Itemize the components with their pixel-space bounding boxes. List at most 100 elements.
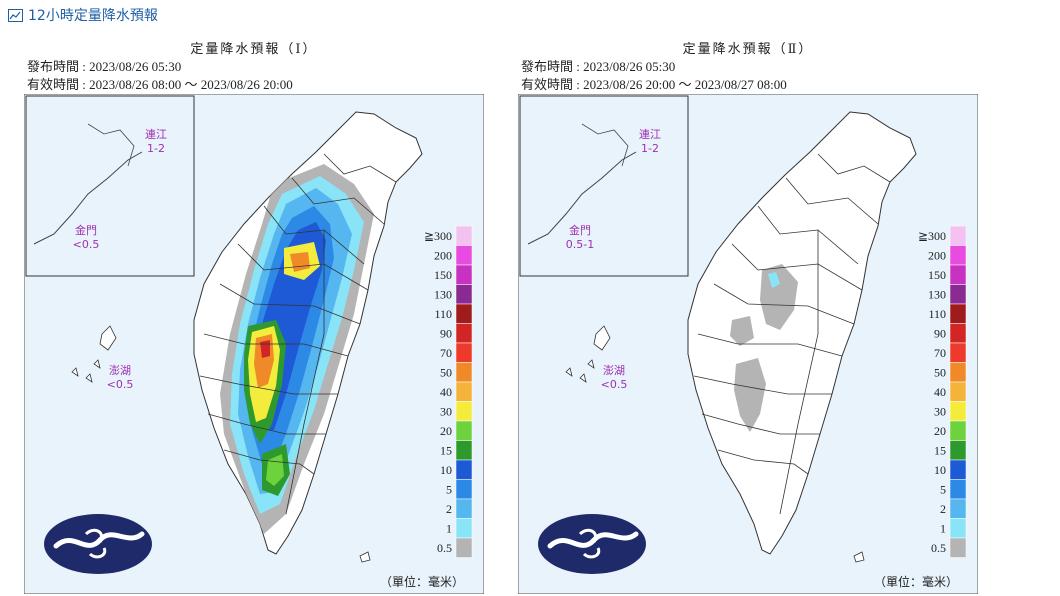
legend-label: 130 bbox=[434, 287, 452, 301]
legend-swatch bbox=[455, 264, 473, 285]
legend-swatch bbox=[455, 284, 473, 305]
legend-label: 50 bbox=[934, 365, 946, 379]
legend-label: 2 bbox=[940, 502, 946, 516]
issue-time: 發布時間 : 2023/08/26 05:30 bbox=[521, 59, 676, 74]
legend-swatch bbox=[949, 284, 967, 305]
kinmen-value: 0.5-1 bbox=[566, 238, 594, 251]
legend-label: 150 bbox=[434, 268, 452, 282]
legend-label: 30 bbox=[934, 404, 946, 418]
legend-swatch bbox=[949, 459, 967, 480]
legend-swatch bbox=[949, 381, 967, 402]
legend-label: 90 bbox=[440, 326, 452, 340]
panel-title: 定量降水預報（Ⅰ） bbox=[190, 42, 318, 57]
map-icon bbox=[8, 8, 23, 22]
forecast-panel-1: 定量降水預報（Ⅰ） 發布時間 : 2023/08/26 05:30 有效時間 :… bbox=[24, 36, 484, 596]
legend-label: 1 bbox=[940, 521, 946, 535]
rainfall-map: 連江 1-2 金門 <0.5 澎湖 <0.5 ≧3002001501301109… bbox=[24, 94, 484, 594]
legend-label: 5 bbox=[446, 482, 452, 496]
legend-label: 20 bbox=[440, 424, 452, 438]
penghu-label: 澎湖 bbox=[109, 364, 131, 377]
legend-label: 70 bbox=[440, 346, 452, 360]
legend-label: 5 bbox=[940, 482, 946, 496]
legend-label: 10 bbox=[934, 463, 946, 477]
legend-label: 130 bbox=[928, 287, 946, 301]
penghu-value: <0.5 bbox=[107, 378, 134, 391]
unit-label: （單位：毫米） bbox=[380, 574, 464, 589]
legend-swatch bbox=[949, 537, 967, 558]
taiwan-land bbox=[687, 111, 917, 555]
legend-swatch bbox=[455, 342, 473, 363]
legend-swatch bbox=[455, 381, 473, 402]
inset-box bbox=[25, 95, 195, 277]
legend-swatch bbox=[949, 323, 967, 344]
legend-swatch bbox=[455, 303, 473, 324]
legend-swatch bbox=[949, 401, 967, 422]
penghu-label: 澎湖 bbox=[603, 364, 625, 377]
legend-label: 200 bbox=[434, 248, 452, 262]
legend-label: 110 bbox=[434, 307, 452, 321]
legend-swatch bbox=[949, 264, 967, 285]
legend-swatch bbox=[455, 245, 473, 266]
legend-swatch bbox=[949, 225, 967, 246]
legend-swatch bbox=[949, 479, 967, 500]
county-borders bbox=[199, 153, 397, 515]
penghu-value: <0.5 bbox=[601, 378, 628, 391]
valid-time: 有效時間 : 2023/08/26 08:00 ～ 2023/08/26 20:… bbox=[27, 77, 293, 92]
legend-swatch bbox=[949, 303, 967, 324]
legend-label: 110 bbox=[928, 307, 946, 321]
legend-label: 1 bbox=[446, 521, 452, 535]
legend: ≧300 200 150 130 110 90 70 50 40 30 20 15 10 5 2 1 0.5 bbox=[918, 225, 967, 558]
matsu-label: 連江 bbox=[639, 127, 661, 141]
matsu-value: 1-2 bbox=[641, 142, 659, 155]
legend-swatch bbox=[455, 225, 473, 246]
legend-swatch bbox=[455, 537, 473, 558]
valid-time: 有效時間 : 2023/08/26 20:00 ～ 2023/08/27 08:… bbox=[521, 77, 787, 92]
legend-swatch bbox=[949, 518, 967, 539]
cwa-logo bbox=[44, 514, 152, 574]
penghu-islands bbox=[71, 325, 117, 383]
rainfall-shading bbox=[730, 264, 798, 432]
penghu-islands bbox=[565, 325, 611, 383]
matsu-label: 連江 bbox=[145, 127, 167, 141]
legend-label: 50 bbox=[440, 365, 452, 379]
legend-swatch bbox=[949, 342, 967, 363]
legend-swatch bbox=[949, 362, 967, 383]
legend-label: ≧300 bbox=[424, 229, 452, 243]
inset-box bbox=[519, 95, 689, 277]
legend-label: 15 bbox=[934, 443, 946, 457]
kinmen-label: 金門 bbox=[75, 223, 97, 237]
legend-label: 90 bbox=[934, 326, 946, 340]
legend-label: 15 bbox=[440, 443, 452, 457]
legend-label: 0.5 bbox=[437, 541, 452, 555]
rainfall-shading bbox=[220, 164, 374, 534]
panel-title: 定量降水預報（Ⅱ） bbox=[682, 42, 814, 57]
legend-swatch bbox=[949, 245, 967, 266]
legend-swatch bbox=[949, 498, 967, 519]
legend-swatch bbox=[455, 323, 473, 344]
matsu-value: 1-2 bbox=[147, 142, 165, 155]
issue-time: 發布時間 : 2023/08/26 05:30 bbox=[27, 59, 182, 74]
legend-label: 30 bbox=[440, 404, 452, 418]
legend-swatch bbox=[455, 498, 473, 519]
legend-swatch bbox=[455, 479, 473, 500]
page-header: 12小時定量降水預報 bbox=[8, 5, 158, 25]
legend-swatch bbox=[455, 440, 473, 461]
forecast-panel-2: 定量降水預報（Ⅱ） 發布時間 : 2023/08/26 05:30 有效時間 :… bbox=[518, 36, 978, 596]
legend-label: 40 bbox=[934, 385, 946, 399]
legend-swatch bbox=[455, 459, 473, 480]
legend-swatch bbox=[455, 518, 473, 539]
legend-label: 70 bbox=[934, 346, 946, 360]
legend-label: 150 bbox=[928, 268, 946, 282]
page-title: 12小時定量降水預報 bbox=[28, 8, 158, 24]
legend-label: ≧300 bbox=[918, 229, 946, 243]
county-borders bbox=[693, 153, 891, 515]
kinmen-value: <0.5 bbox=[73, 238, 100, 251]
cwa-logo bbox=[538, 514, 646, 574]
legend-swatch bbox=[455, 420, 473, 441]
legend-label: 0.5 bbox=[931, 541, 946, 555]
legend-label: 200 bbox=[928, 248, 946, 262]
legend-label: 40 bbox=[440, 385, 452, 399]
unit-label: （單位：毫米） bbox=[874, 574, 958, 589]
legend-swatch bbox=[455, 401, 473, 422]
kinmen-label: 金門 bbox=[569, 223, 591, 237]
